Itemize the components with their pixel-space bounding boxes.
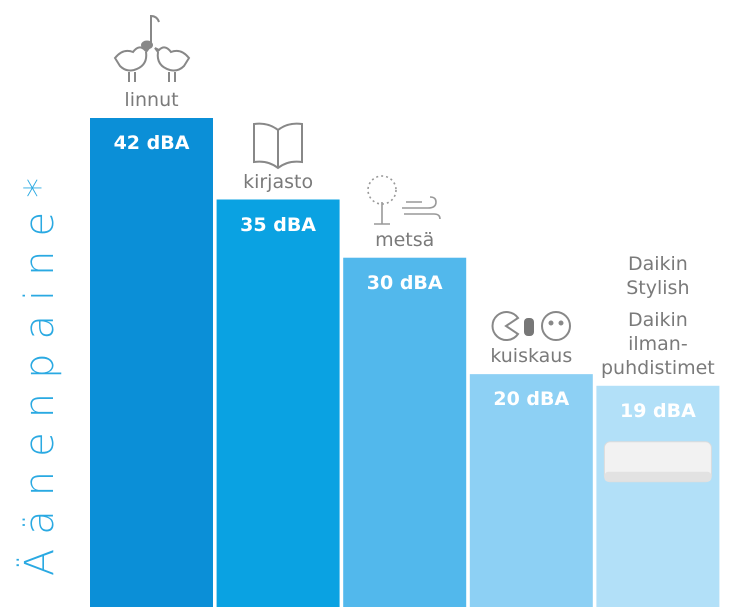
annotation: Daikin ilman-puhdistimet: [597, 308, 719, 384]
category-column: metsä: [337, 172, 472, 256]
category-column: linnut: [84, 10, 219, 116]
bar: [90, 118, 213, 607]
value-label: 30 dBA: [343, 272, 466, 294]
category-label: metsä: [375, 228, 434, 256]
category-label: linnut: [124, 88, 178, 116]
book-icon: [248, 120, 308, 170]
value-label: 42 dBA: [90, 132, 213, 154]
value-label: 35 dBA: [217, 214, 340, 236]
birds-icon: [107, 10, 197, 88]
category-label: Daikin Stylish: [608, 252, 708, 304]
category-label: kirjasto: [243, 170, 313, 198]
bar: [217, 200, 340, 607]
value-label: 19 dBA: [596, 400, 719, 422]
bar: [343, 258, 466, 607]
category-label: kuiskaus: [490, 344, 572, 372]
product-shade: [604, 472, 711, 482]
category-column: kuiskaus: [464, 308, 599, 372]
value-label: 20 dBA: [470, 388, 593, 410]
chart: Äänenpaine* 42 dBA linnut 35 dBA kirjasto…: [0, 0, 744, 607]
forest-icon: [360, 172, 450, 228]
category-column: kirjasto: [211, 120, 346, 198]
whisper-icon: [486, 308, 576, 344]
y-axis-label: Äänenpaine*: [17, 164, 63, 576]
